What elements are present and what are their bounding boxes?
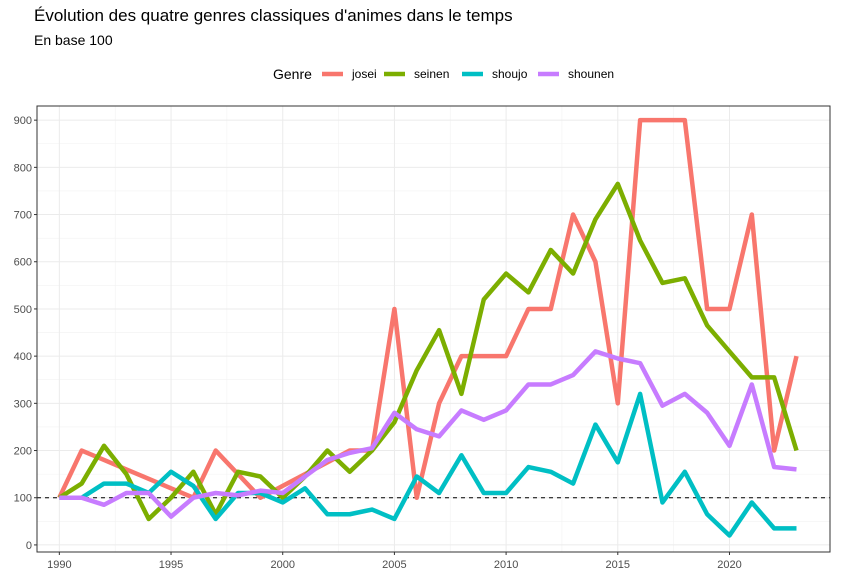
y-tick-label: 800 — [14, 162, 32, 174]
chart-subtitle: En base 100 — [34, 32, 113, 48]
y-tick-label: 100 — [14, 493, 32, 505]
series-line-josei — [57, 117, 799, 500]
x-tick-label: 2010 — [494, 559, 518, 571]
plot-background — [37, 106, 830, 552]
series-line-seinen — [58, 181, 799, 522]
x-tick-label: 2020 — [717, 559, 741, 571]
y-tick-label: 900 — [14, 115, 32, 127]
legend-title: Genre — [273, 66, 312, 82]
x-tick-label: 1995 — [159, 559, 183, 571]
plot-border — [36, 105, 831, 553]
y-tick-label: 500 — [14, 304, 32, 316]
legend: Genre josei seinen shoujo shounen — [273, 66, 614, 82]
y-tick-label: 700 — [14, 210, 32, 222]
chart-title: Évolution des quatre genres classiques d… — [34, 6, 513, 25]
y-tick-label: 400 — [14, 351, 32, 363]
legend-label-josei: josei — [351, 67, 377, 81]
series-line-shoujo — [59, 391, 797, 538]
y-tick-label: 300 — [14, 398, 32, 410]
legend-label-seinen: seinen — [414, 67, 449, 81]
x-tick-label: 2000 — [270, 559, 294, 571]
y-tick-label: 600 — [14, 257, 32, 269]
legend-label-shoujo: shoujo — [492, 67, 528, 81]
y-tick-label: 200 — [14, 446, 32, 458]
x-tick-label: 2015 — [606, 559, 630, 571]
series-line-shounen — [59, 349, 797, 519]
y-tick-label: 0 — [26, 540, 32, 552]
x-tick-label: 1990 — [47, 559, 71, 571]
x-tick-label: 2005 — [382, 559, 406, 571]
legend-label-shounen: shounen — [568, 67, 614, 81]
